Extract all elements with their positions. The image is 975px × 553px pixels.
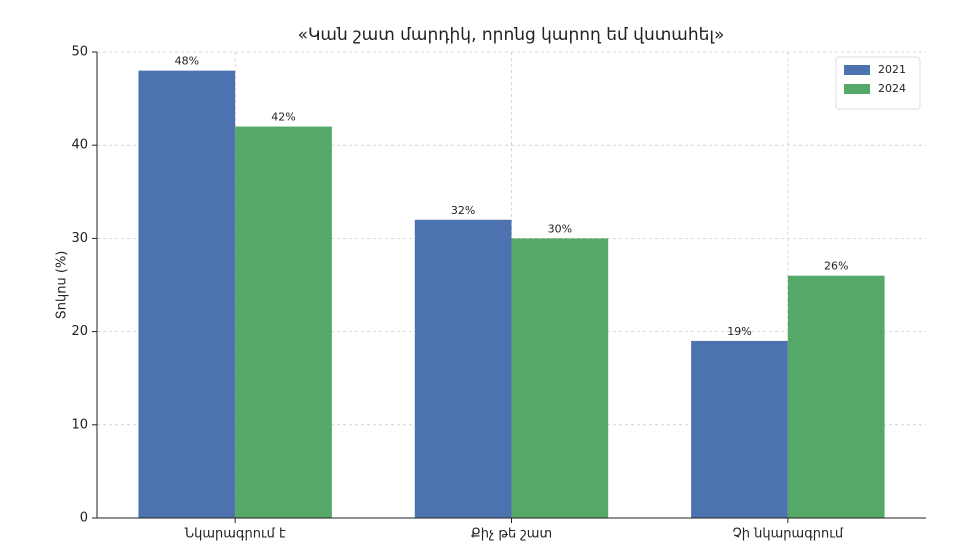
chart-title: «Կան շատ մարդիկ, որոնց կարող եմ վստահել»	[298, 25, 725, 45]
y-tick-label: 30	[71, 231, 88, 246]
y-tick-label: 40	[71, 138, 88, 153]
bar	[511, 238, 609, 518]
bar	[414, 219, 512, 518]
value-label: 48%	[175, 55, 199, 68]
value-label: 30%	[548, 222, 572, 235]
y-tick-label: 50	[71, 45, 88, 60]
y-tick-label: 0	[80, 511, 88, 526]
bar	[138, 70, 236, 518]
bar	[235, 126, 332, 518]
y-tick-label: 20	[71, 324, 88, 339]
bar	[691, 340, 788, 518]
x-tick-label: Չի նկարագրում	[733, 527, 844, 542]
value-label: 32%	[451, 204, 475, 217]
x-tick-label: Քիչ թե շատ	[471, 527, 552, 542]
x-tick-label: Նկարագրում է	[185, 527, 286, 542]
value-label: 42%	[271, 111, 295, 124]
legend-swatch	[844, 84, 870, 94]
value-label: 19%	[727, 325, 751, 338]
legend-swatch	[844, 65, 870, 75]
legend-label: 2024	[878, 82, 906, 95]
bar	[787, 275, 885, 518]
y-tick-label: 10	[71, 417, 88, 432]
value-label: 26%	[824, 260, 848, 273]
legend-label: 2021	[878, 63, 906, 76]
y-axis-label: Տոկոս (%)	[55, 251, 70, 320]
